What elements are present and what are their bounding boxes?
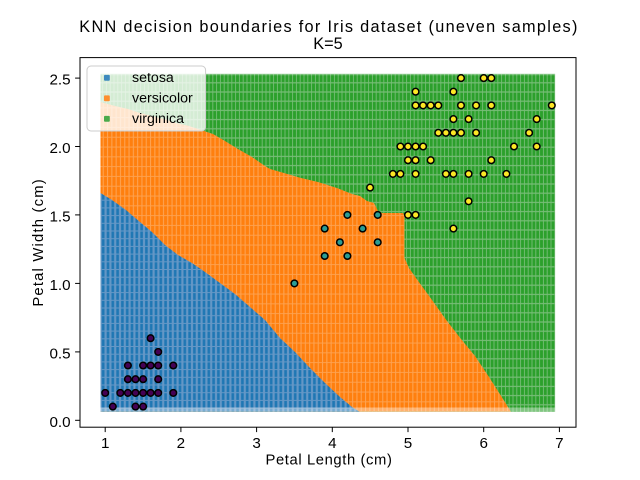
svg-text:virginica: virginica	[132, 111, 184, 127]
svg-text:1.0: 1.0	[49, 277, 70, 294]
svg-text:versicolor: versicolor	[132, 91, 193, 107]
svg-text:1.5: 1.5	[49, 209, 70, 226]
svg-text:KNN decision boundaries for Ir: KNN decision boundaries for Iris dataset…	[79, 18, 578, 36]
svg-text:2.0: 2.0	[49, 140, 70, 157]
svg-text:5: 5	[404, 435, 412, 452]
svg-text:2.5: 2.5	[49, 72, 70, 89]
svg-text:setosa: setosa	[132, 70, 174, 86]
svg-text:Petal Width (cm): Petal Width (cm)	[31, 178, 47, 307]
svg-text:0.5: 0.5	[49, 346, 70, 363]
svg-text:0.0: 0.0	[49, 414, 70, 431]
svg-text:2: 2	[177, 435, 185, 452]
svg-text:K=5: K=5	[313, 35, 342, 53]
svg-text:6: 6	[479, 435, 487, 452]
svg-text:Petal Length (cm): Petal Length (cm)	[266, 453, 393, 469]
svg-text:3: 3	[252, 435, 260, 452]
svg-text:1: 1	[101, 435, 109, 452]
svg-text:4: 4	[328, 435, 336, 452]
svg-text:7: 7	[555, 435, 563, 452]
